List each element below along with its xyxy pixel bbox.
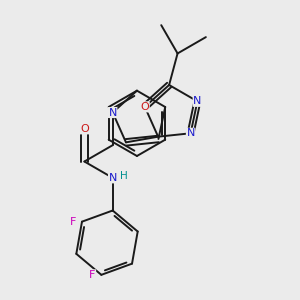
Text: O: O [80, 124, 89, 134]
Text: N: N [109, 173, 117, 183]
Text: N: N [109, 107, 117, 118]
Text: N: N [186, 128, 195, 138]
Text: H: H [120, 171, 128, 182]
Text: F: F [70, 217, 76, 227]
Text: N: N [193, 96, 202, 106]
Text: O: O [140, 102, 149, 112]
Text: F: F [89, 270, 96, 280]
